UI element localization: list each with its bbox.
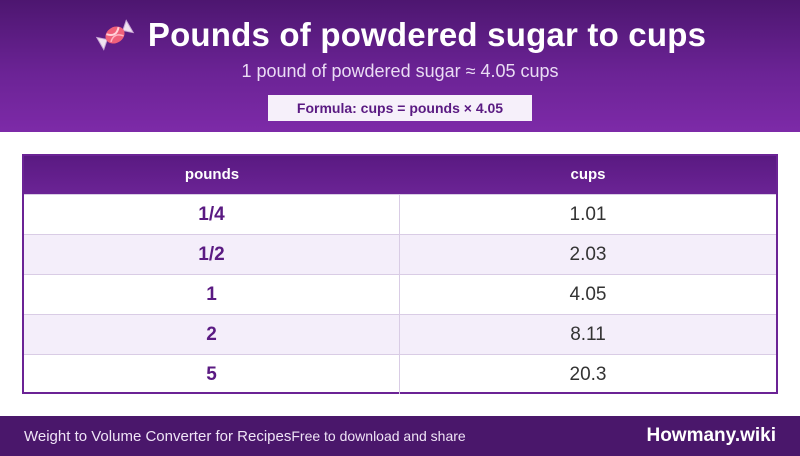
- page-title: Pounds of powdered sugar to cups: [147, 16, 707, 53]
- title-row: Pounds of powdered sugar to cups: [0, 14, 800, 56]
- table-row: 2 8.11: [24, 314, 776, 354]
- candy-icon: [94, 18, 136, 52]
- table-header: pounds cups: [24, 156, 776, 194]
- footer-tagline: Weight to Volume Converter for RecipesFr…: [24, 416, 466, 456]
- column-header-pounds: pounds: [184, 166, 240, 183]
- cups-cell: 8.11: [570, 324, 606, 345]
- footer-title: Weight to Volume Converter for Recipes: [24, 428, 292, 445]
- footer-subtitle: Free to download and share: [291, 428, 466, 444]
- table-body: 1/4 1.01 1/2 2.03 1 4.05 2 8.11 5 20.3: [24, 194, 776, 394]
- pounds-cell: 2: [24, 315, 400, 354]
- cups-cell: 4.05: [569, 284, 607, 305]
- subtitle: 1 pound of powdered sugar ≈ 4.05 cups: [241, 61, 559, 81]
- table-row: 1 4.05: [24, 274, 776, 314]
- column-header-cups: cups: [570, 166, 606, 183]
- table-row: 5 20.3: [24, 354, 776, 394]
- conversion-table: pounds cups 1/4 1.01 1/2 2.03 1 4.05 2 8…: [22, 154, 778, 394]
- cups-cell: 2.03: [569, 244, 607, 265]
- table-row: 1/4 1.01: [24, 194, 776, 234]
- pounds-cell: 1/4: [24, 195, 400, 234]
- footer-bar: Weight to Volume Converter for RecipesFr…: [0, 416, 800, 456]
- pounds-cell: 5: [24, 355, 400, 394]
- pounds-cell: 1: [24, 275, 400, 314]
- cups-cell: 1.01: [569, 204, 607, 225]
- header-banner: Pounds of powdered sugar to cups 1 pound…: [0, 0, 800, 132]
- formula-badge: Formula: cups = pounds × 4.05: [268, 95, 532, 121]
- brand-logo-text[interactable]: Howmany.wiki: [646, 425, 776, 446]
- pounds-cell: 1/2: [24, 235, 400, 274]
- table-row: 1/2 2.03: [24, 234, 776, 274]
- cups-cell: 20.3: [569, 364, 607, 385]
